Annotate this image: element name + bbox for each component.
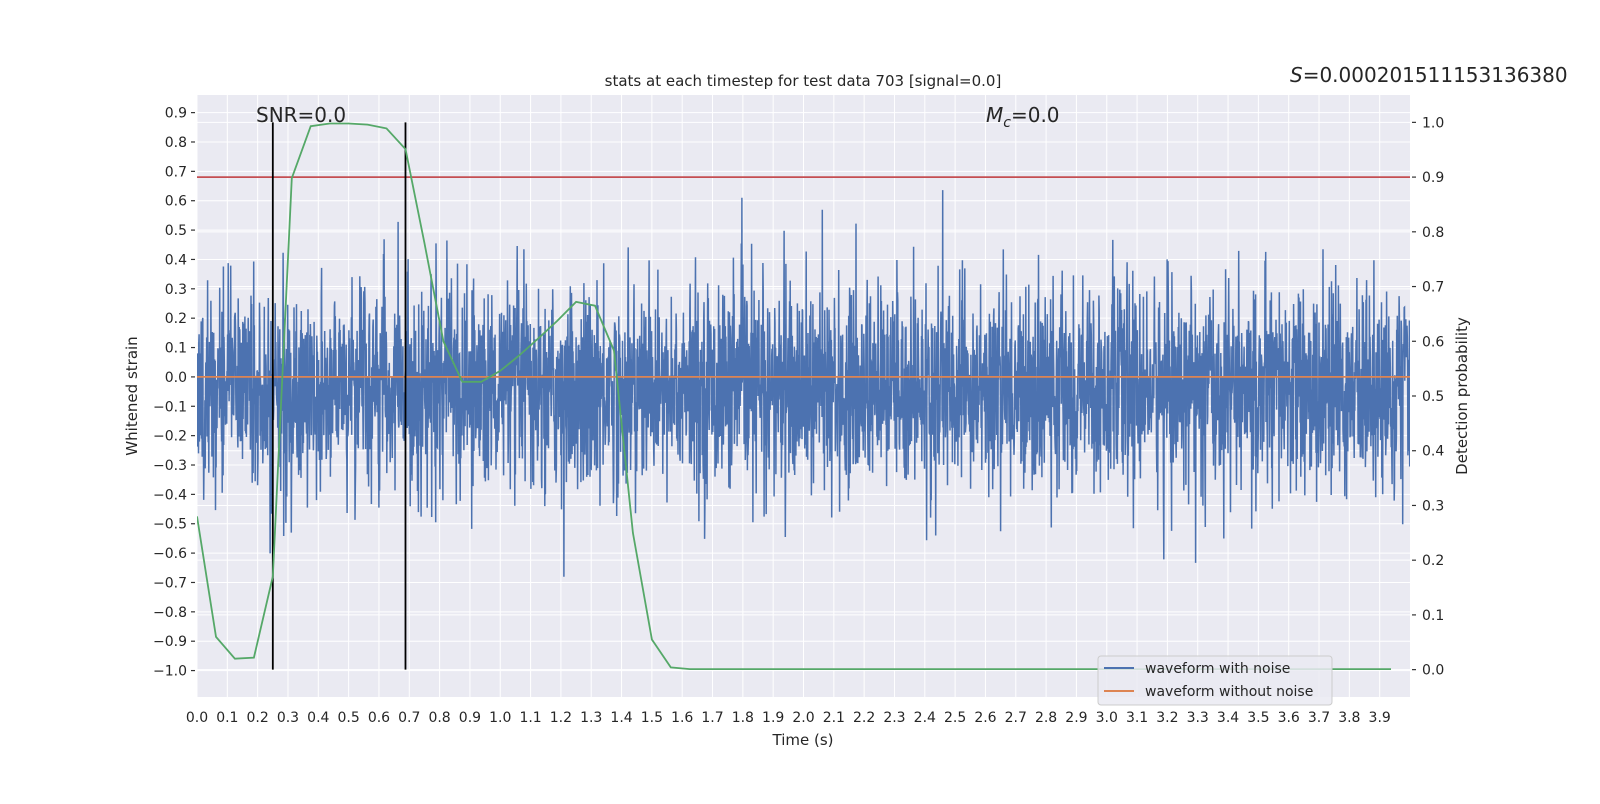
x-tick-label: 3.7 — [1308, 710, 1330, 726]
x-tick-label: 0.9 — [459, 710, 481, 726]
y-tick-label: −0.5 — [153, 517, 187, 533]
y-tick-label: −1.0 — [153, 664, 187, 680]
x-tick-label: 2.2 — [853, 710, 875, 726]
x-tick-label: 0.6 — [368, 710, 390, 726]
y-tick-label: −0.9 — [153, 634, 187, 650]
x-tick-label: 1.4 — [610, 710, 632, 726]
s-annotation: S=0.000201511153136380 — [1290, 63, 1568, 87]
mc-value: =0.0 — [1011, 103, 1060, 127]
x-tick-label: 2.1 — [823, 710, 845, 726]
x-tick-label: 0.1 — [216, 710, 238, 726]
y-right-tick-label: 0.2 — [1422, 553, 1444, 569]
x-tick-label: 1.8 — [732, 710, 754, 726]
y-right-tick-label: 0.6 — [1422, 334, 1444, 350]
y-tick-label: −0.4 — [153, 487, 187, 503]
x-tick-label: 3.0 — [1096, 710, 1118, 726]
x-tick-label: 2.0 — [792, 710, 814, 726]
y-axis-label: Whitened strain — [123, 336, 141, 455]
y-tick-label: 0.3 — [165, 282, 187, 298]
legend-label-noise: waveform with noise — [1145, 661, 1290, 677]
y-right-tick-label: 0.7 — [1422, 280, 1444, 296]
x-tick-label: 1.7 — [701, 710, 723, 726]
x-tick-label: 0.7 — [398, 710, 420, 726]
y-tick-label: −0.6 — [153, 546, 187, 562]
y-tick-label: 0.7 — [165, 164, 187, 180]
y-tick-label: 0.6 — [165, 194, 187, 210]
y-right-tick-label: 0.3 — [1422, 498, 1444, 514]
mc-subscript: c — [1003, 115, 1011, 131]
x-tick-label: 3.9 — [1369, 710, 1391, 726]
y-tick-label: −0.7 — [153, 575, 187, 591]
x-axis-label: Time (s) — [772, 731, 834, 749]
y-right-tick-label: 0.5 — [1422, 389, 1444, 405]
x-tick-label: 1.0 — [489, 710, 511, 726]
y-tick-label: 0.9 — [165, 106, 187, 122]
x-tick-label: 3.8 — [1338, 710, 1360, 726]
x-tick-label: 1.3 — [580, 710, 602, 726]
s-value: =0.000201511153136380 — [1303, 63, 1568, 87]
mc-annotation: Mc=0.0 — [986, 103, 1060, 131]
x-tick-label: 3.6 — [1278, 710, 1300, 726]
x-tick-label: 0.8 — [428, 710, 450, 726]
x-tick-label: 2.4 — [914, 710, 936, 726]
x-tick-label: 0.0 — [186, 710, 208, 726]
x-tick-label: 3.4 — [1217, 710, 1239, 726]
chart-title: stats at each timestep for test data 703… — [605, 72, 1002, 90]
y-right-tick-label: 0.9 — [1422, 170, 1444, 186]
y-right-tick-label: 0.0 — [1422, 663, 1444, 679]
x-tick-label: 0.3 — [277, 710, 299, 726]
legend: waveform with noise waveform without noi… — [1097, 655, 1333, 706]
y-axis-right-label: Detection probability — [1453, 317, 1471, 475]
ticks: 0.0 0.1 0.2 0.3 0.4 0.5 0.6 0.7 0.8 0.9 1.0 1.1 1.2 1… — [153, 106, 1444, 726]
x-tick-label: 3.1 — [1126, 710, 1148, 726]
x-tick-label: 2.6 — [974, 710, 996, 726]
legend-label-clean: waveform without noise — [1145, 684, 1313, 700]
x-tick-label: 3.5 — [1247, 710, 1269, 726]
y-tick-label: −0.2 — [153, 429, 187, 445]
snr-annotation: SNR=0.0 — [256, 103, 346, 127]
x-tick-label: 2.5 — [944, 710, 966, 726]
mc-symbol: M — [986, 103, 1003, 127]
y-tick-label: 0.4 — [165, 252, 187, 268]
y-right-tick-label: 0.4 — [1422, 444, 1444, 460]
y-tick-label: 0.5 — [165, 223, 187, 239]
y-right-tick-label: 0.8 — [1422, 225, 1444, 241]
x-tick-label: 1.5 — [641, 710, 663, 726]
x-tick-label: 1.1 — [519, 710, 541, 726]
y-tick-label: 0.0 — [165, 370, 187, 386]
x-tick-label: 1.2 — [550, 710, 572, 726]
x-tick-label: 0.5 — [337, 710, 359, 726]
x-tick-label: 1.6 — [671, 710, 693, 726]
x-tick-label: 2.8 — [1035, 710, 1057, 726]
s-symbol: S — [1290, 63, 1303, 87]
x-tick-label: 2.3 — [883, 710, 905, 726]
y-right-tick-label: 0.1 — [1422, 608, 1444, 624]
y-right-tick-label: 1.0 — [1422, 115, 1444, 131]
x-tick-label: 2.7 — [1005, 710, 1027, 726]
y-tick-label: −0.3 — [153, 458, 187, 474]
y-tick-label: −0.1 — [153, 399, 187, 415]
x-tick-label: 1.9 — [762, 710, 784, 726]
series-waveform-with-noise — [197, 190, 1410, 577]
y-tick-label: −0.8 — [153, 605, 187, 621]
y-tick-label: 0.1 — [165, 341, 187, 357]
legend-box — [1097, 655, 1333, 706]
x-tick-label: 3.2 — [1156, 710, 1178, 726]
x-tick-label: 2.9 — [1065, 710, 1087, 726]
x-tick-label: 3.3 — [1187, 710, 1209, 726]
x-tick-label: 0.2 — [247, 710, 269, 726]
x-tick-label: 0.4 — [307, 710, 329, 726]
y-tick-label: 0.2 — [165, 311, 187, 327]
y-tick-label: 0.8 — [165, 135, 187, 151]
